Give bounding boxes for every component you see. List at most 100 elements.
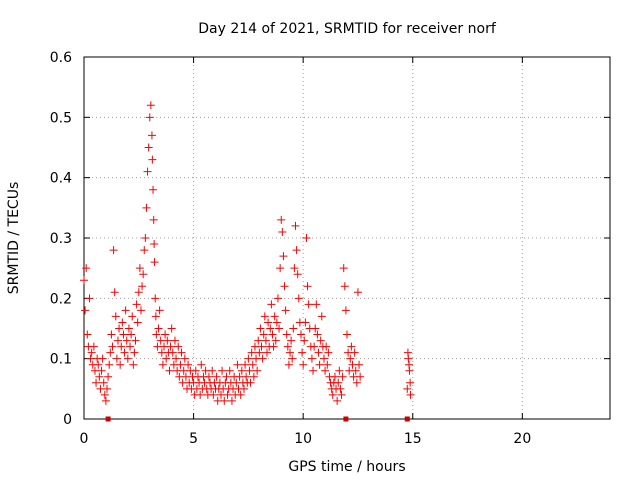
data-point bbox=[218, 366, 227, 375]
data-point bbox=[322, 342, 331, 351]
data-point bbox=[150, 240, 159, 249]
data-point bbox=[99, 378, 108, 387]
data-point bbox=[298, 348, 307, 357]
data-point bbox=[242, 372, 251, 381]
data-point bbox=[184, 360, 193, 369]
data-point bbox=[110, 288, 119, 297]
data-point bbox=[282, 330, 291, 339]
gap-markers bbox=[105, 416, 410, 422]
data-point bbox=[287, 336, 296, 345]
data-point bbox=[161, 330, 170, 339]
data-point bbox=[150, 258, 159, 267]
data-point bbox=[197, 360, 206, 369]
data-point bbox=[163, 336, 172, 345]
data-point bbox=[315, 360, 324, 369]
data-point bbox=[167, 324, 176, 333]
data-point bbox=[339, 264, 348, 273]
data-point bbox=[85, 294, 94, 303]
data-point bbox=[165, 366, 174, 375]
data-point bbox=[108, 342, 117, 351]
data-point bbox=[270, 312, 279, 321]
data-point bbox=[196, 390, 205, 399]
data-point bbox=[145, 113, 154, 122]
data-point bbox=[259, 330, 268, 339]
data-point bbox=[138, 282, 147, 291]
data-point bbox=[112, 354, 121, 363]
data-point bbox=[117, 342, 126, 351]
data-point bbox=[81, 306, 90, 315]
data-point bbox=[89, 342, 98, 351]
data-point bbox=[134, 288, 143, 297]
data-point bbox=[191, 366, 200, 375]
data-point bbox=[335, 366, 344, 375]
data-point bbox=[142, 203, 151, 212]
data-point bbox=[280, 282, 289, 291]
data-point bbox=[154, 324, 163, 333]
data-point bbox=[310, 342, 319, 351]
data-point bbox=[319, 354, 328, 363]
data-point bbox=[136, 306, 145, 315]
data-point bbox=[128, 312, 137, 321]
x-tick-label: 15 bbox=[404, 431, 422, 447]
data-point bbox=[111, 312, 120, 321]
data-point bbox=[227, 396, 236, 405]
data-point bbox=[288, 354, 297, 363]
data-point bbox=[352, 378, 361, 387]
data-point bbox=[98, 354, 107, 363]
x-tick-label: 0 bbox=[80, 431, 89, 447]
y-tick-label: 0.3 bbox=[50, 231, 72, 247]
data-point bbox=[323, 360, 332, 369]
data-point bbox=[212, 372, 221, 381]
data-point bbox=[281, 306, 290, 315]
data-point bbox=[276, 264, 285, 273]
data-point bbox=[174, 342, 183, 351]
data-point bbox=[135, 264, 144, 273]
data-point bbox=[300, 336, 309, 345]
data-point bbox=[303, 282, 312, 291]
data-point bbox=[302, 234, 311, 242]
data-point bbox=[406, 378, 415, 387]
data-point bbox=[263, 348, 272, 357]
data-point bbox=[337, 390, 346, 399]
data-point bbox=[307, 354, 316, 363]
y-tick-label: 0.2 bbox=[50, 291, 72, 307]
data-point bbox=[328, 390, 337, 399]
tick-layer: 0 0.1 0.2 0.3 0.4 0.5 0.6 0 5 10 15 20 bbox=[50, 50, 610, 447]
data-point bbox=[266, 324, 275, 333]
data-point bbox=[403, 384, 412, 393]
data-point bbox=[101, 396, 110, 405]
data-point bbox=[404, 354, 413, 363]
data-point bbox=[225, 366, 234, 375]
gap-marker bbox=[404, 416, 410, 422]
gap-marker bbox=[343, 416, 349, 422]
data-point bbox=[116, 360, 125, 369]
data-point bbox=[144, 143, 153, 152]
data-point bbox=[148, 155, 157, 164]
data-point bbox=[286, 348, 295, 357]
data-point bbox=[172, 354, 181, 363]
data-point bbox=[170, 336, 179, 345]
data-point bbox=[222, 372, 231, 381]
y-tick-label: 0.6 bbox=[50, 50, 72, 66]
data-point bbox=[269, 342, 278, 351]
data-point bbox=[336, 384, 345, 393]
data-point bbox=[272, 318, 281, 327]
data-point bbox=[278, 227, 287, 236]
data-point bbox=[279, 252, 288, 261]
data-point bbox=[350, 348, 359, 357]
data-point bbox=[141, 234, 150, 242]
data-point bbox=[271, 336, 280, 345]
data-point bbox=[330, 372, 339, 381]
data-point bbox=[275, 324, 284, 333]
data-point bbox=[105, 360, 114, 369]
data-point bbox=[317, 312, 326, 321]
data-point bbox=[180, 354, 189, 363]
data-point bbox=[133, 318, 142, 327]
data-point bbox=[143, 167, 152, 176]
data-point bbox=[121, 306, 130, 315]
data-point bbox=[106, 348, 115, 357]
data-point bbox=[294, 294, 303, 303]
data-point bbox=[290, 264, 299, 273]
data-point bbox=[168, 348, 177, 357]
